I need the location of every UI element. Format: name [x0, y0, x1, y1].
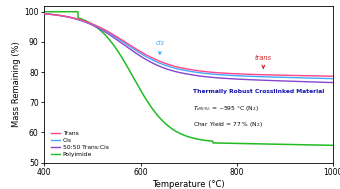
Text: $T_{d(5\%)}$ = ~595 °C (N$_2$): $T_{d(5\%)}$ = ~595 °C (N$_2$): [193, 105, 259, 113]
Y-axis label: Mass Remaining (%): Mass Remaining (%): [12, 41, 21, 127]
Text: Char Yield = 77 % (N$_2$): Char Yield = 77 % (N$_2$): [193, 120, 263, 129]
X-axis label: Temperature (°C): Temperature (°C): [152, 180, 225, 189]
Text: trans: trans: [255, 56, 272, 68]
Legend: Trans, Cis, 50:50 Trans:Cis, Polyimide: Trans, Cis, 50:50 Trans:Cis, Polyimide: [50, 130, 110, 158]
Text: Thermally Robust Crosslinked Material: Thermally Robust Crosslinked Material: [193, 89, 324, 94]
Text: cis: cis: [155, 40, 164, 54]
